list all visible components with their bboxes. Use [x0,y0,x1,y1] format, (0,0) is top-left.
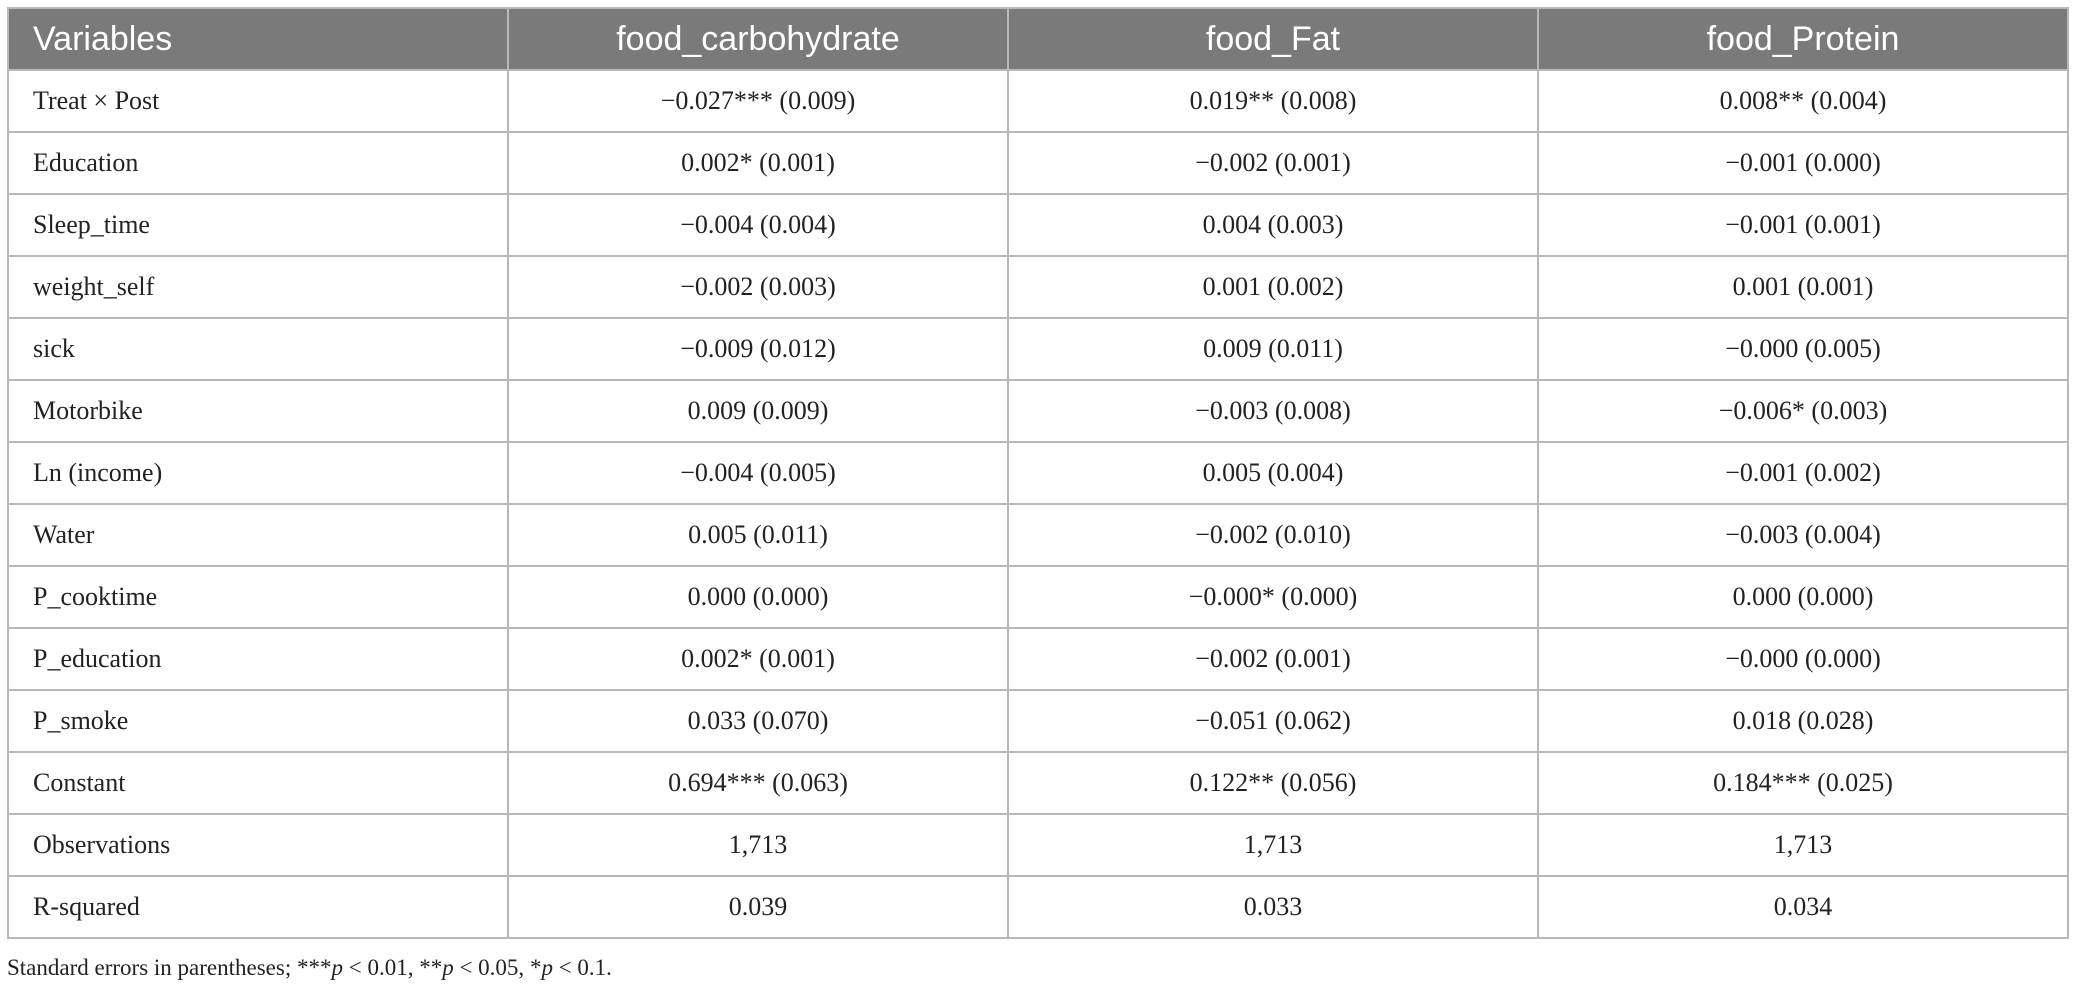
cell-carbohydrate: 0.005 (0.011) [507,503,1009,567]
cell-fat: 0.033 [1007,875,1539,939]
cell-protein: 0.184*** (0.025) [1537,751,2069,815]
row-label: Ln (income) [7,441,509,505]
row-label: Constant [7,751,509,815]
cell-carbohydrate: −0.027*** (0.009) [507,69,1009,133]
row-label: sick [7,317,509,381]
table-row: Water 0.005 (0.011) −0.002 (0.010) −0.00… [7,503,2069,567]
cell-carbohydrate: 1,713 [507,813,1009,877]
table-row: P_cooktime 0.000 (0.000) −0.000* (0.000)… [7,565,2069,629]
cell-fat: 0.004 (0.003) [1007,193,1539,257]
row-label: R-squared [7,875,509,939]
cell-protein: −0.001 (0.001) [1537,193,2069,257]
cell-carbohydrate: −0.009 (0.012) [507,317,1009,381]
table-row: Constant 0.694*** (0.063) 0.122** (0.056… [7,751,2069,815]
regression-table: Variables food_carbohydrate food_Fat foo… [7,7,2069,939]
column-header-food-fat: food_Fat [1007,7,1539,71]
cell-protein: −0.001 (0.000) [1537,131,2069,195]
footnote-stars-1: *** [296,955,332,980]
row-label: Water [7,503,509,567]
table-row: Motorbike 0.009 (0.009) −0.003 (0.008) −… [7,379,2069,443]
cell-fat: 0.009 (0.011) [1007,317,1539,381]
table-row: R-squared 0.039 0.033 0.034 [7,875,2069,939]
regression-table-container: Variables food_carbohydrate food_Fat foo… [7,7,2069,939]
row-label: Treat × Post [7,69,509,133]
table-row: Education 0.002* (0.001) −0.002 (0.001) … [7,131,2069,195]
cell-fat: 0.005 (0.004) [1007,441,1539,505]
cell-carbohydrate: 0.009 (0.009) [507,379,1009,443]
table-row: Ln (income) −0.004 (0.005) 0.005 (0.004)… [7,441,2069,505]
cell-protein: 0.008** (0.004) [1537,69,2069,133]
footnote-stars-3: * [529,955,542,980]
row-label: P_smoke [7,689,509,753]
cell-fat: 0.001 (0.002) [1007,255,1539,319]
cell-fat: −0.000* (0.000) [1007,565,1539,629]
cell-protein: −0.003 (0.004) [1537,503,2069,567]
cell-protein: −0.006* (0.003) [1537,379,2069,443]
row-label: Sleep_time [7,193,509,257]
cell-protein: 0.001 (0.001) [1537,255,2069,319]
cell-protein: 1,713 [1537,813,2069,877]
table-row: P_education 0.002* (0.001) −0.002 (0.001… [7,627,2069,691]
table-row: sick −0.009 (0.012) 0.009 (0.011) −0.000… [7,317,2069,381]
cell-fat: 0.019** (0.008) [1007,69,1539,133]
cell-protein: −0.000 (0.000) [1537,627,2069,691]
table-row: Observations 1,713 1,713 1,713 [7,813,2069,877]
row-label: Education [7,131,509,195]
column-header-food-protein: food_Protein [1537,7,2069,71]
cell-protein: 0.000 (0.000) [1537,565,2069,629]
footnote-threshold-3: < 0.1. [552,955,612,980]
cell-carbohydrate: 0.033 (0.070) [507,689,1009,753]
footnote-p-2: p [442,955,454,980]
cell-fat: 0.122** (0.056) [1007,751,1539,815]
cell-carbohydrate: −0.004 (0.004) [507,193,1009,257]
cell-carbohydrate: 0.002* (0.001) [507,627,1009,691]
cell-fat: −0.002 (0.001) [1007,131,1539,195]
cell-carbohydrate: −0.004 (0.005) [507,441,1009,505]
cell-carbohydrate: 0.039 [507,875,1009,939]
cell-carbohydrate: 0.694*** (0.063) [507,751,1009,815]
column-header-food-carbohydrate: food_carbohydrate [507,7,1009,71]
cell-protein: 0.018 (0.028) [1537,689,2069,753]
row-label: Motorbike [7,379,509,443]
column-header-variables: Variables [7,7,509,71]
footnote-stars-2: ** [419,955,443,980]
row-label: Observations [7,813,509,877]
footnote-lead: Standard errors in parentheses; [7,955,297,980]
table-row: weight_self −0.002 (0.003) 0.001 (0.002)… [7,255,2069,319]
cell-carbohydrate: 0.000 (0.000) [507,565,1009,629]
cell-fat: 1,713 [1007,813,1539,877]
cell-carbohydrate: −0.002 (0.003) [507,255,1009,319]
table-row: Treat × Post −0.027*** (0.009) 0.019** (… [7,69,2069,133]
cell-protein: 0.034 [1537,875,2069,939]
cell-fat: −0.002 (0.001) [1007,627,1539,691]
table-row: P_smoke 0.033 (0.070) −0.051 (0.062) 0.0… [7,689,2069,753]
header-row: Variables food_carbohydrate food_Fat foo… [7,7,2069,71]
cell-fat: −0.002 (0.010) [1007,503,1539,567]
cell-protein: −0.001 (0.002) [1537,441,2069,505]
table-row: Sleep_time −0.004 (0.004) 0.004 (0.003) … [7,193,2069,257]
table-footnote: Standard errors in parentheses; ***p < 0… [7,955,612,981]
cell-fat: −0.051 (0.062) [1007,689,1539,753]
row-label: P_cooktime [7,565,509,629]
footnote-p-3: p [541,955,553,980]
cell-carbohydrate: 0.002* (0.001) [507,131,1009,195]
row-label: P_education [7,627,509,691]
footnote-threshold-2: < 0.05, [453,955,530,980]
footnote-threshold-1: < 0.01, [342,955,420,980]
cell-fat: −0.003 (0.008) [1007,379,1539,443]
row-label: weight_self [7,255,509,319]
cell-protein: −0.000 (0.005) [1537,317,2069,381]
footnote-p-1: p [331,955,343,980]
